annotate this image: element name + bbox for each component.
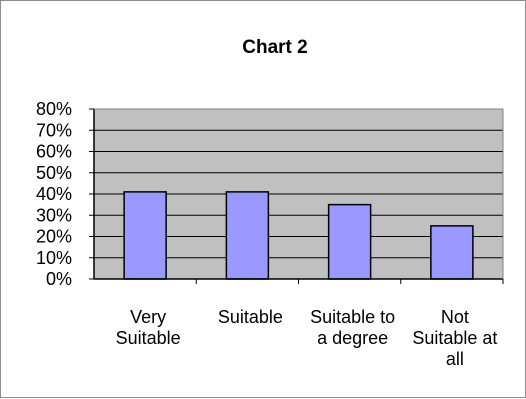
chart-title: Chart 2 [242, 37, 307, 58]
x-tick-label-line: Suitable at [412, 328, 497, 348]
x-tick-label: Suitable [218, 307, 283, 327]
y-tick-label: 80% [36, 99, 72, 119]
y-tick-label: 60% [36, 142, 72, 162]
y-tick-label: 10% [36, 248, 72, 268]
x-tick-label-line: a degree [317, 328, 388, 348]
y-tick-label: 50% [36, 163, 72, 183]
y-tick-label: 70% [36, 120, 72, 140]
x-tick-label: Suitable to a degree [310, 307, 395, 348]
bar [123, 191, 167, 280]
y-tick-label: 20% [36, 227, 72, 247]
x-tick-label-line: Suitable to [310, 307, 395, 327]
bar [225, 191, 270, 280]
bar [430, 225, 474, 280]
bar [327, 203, 372, 280]
axes [89, 108, 504, 284]
x-tick-label-line: Not [441, 307, 469, 327]
x-tick-label-line: all [446, 349, 464, 369]
y-axis-ticks: 0%10%20%30%40%50%60%70%80% [36, 99, 72, 289]
x-tick-label: Not Suitable at all [412, 307, 497, 369]
y-tick-label: 40% [36, 184, 72, 204]
x-tick-label: Very Suitable [116, 307, 181, 348]
y-tick-label: 0% [46, 269, 72, 289]
y-tick-label: 30% [36, 205, 72, 225]
x-tick-label-line: Suitable [218, 307, 283, 327]
bars [123, 191, 474, 280]
x-tick-label-line: Very [130, 307, 166, 327]
x-tick-label-line: Suitable [116, 328, 181, 348]
